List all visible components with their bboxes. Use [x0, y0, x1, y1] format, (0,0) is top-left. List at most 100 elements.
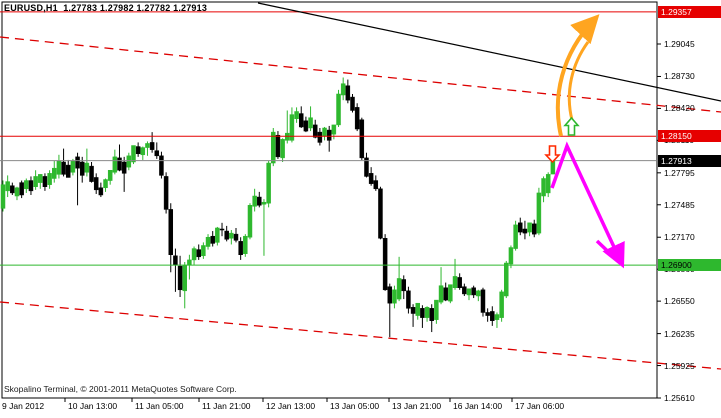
candle-body-bear — [312, 124, 318, 138]
candle — [340, 77, 346, 101]
candle — [471, 285, 476, 299]
candle-body-bull — [252, 195, 257, 207]
candle-body-bull — [280, 139, 285, 159]
candle — [382, 234, 388, 291]
time-tick-label: 17 Jan 06:00 — [515, 401, 565, 411]
candle-body-bear — [457, 277, 462, 288]
candle-body-bear — [378, 188, 383, 239]
candle-body-bull — [38, 174, 43, 183]
candle-body-bull — [415, 302, 420, 316]
price-tick-label: 1.27170 — [664, 232, 695, 243]
candle — [448, 284, 453, 304]
candle-body-bear — [420, 308, 425, 318]
candle — [518, 217, 523, 236]
candle-body-bull — [205, 236, 211, 247]
candle — [392, 285, 397, 309]
candle — [401, 275, 407, 300]
price-tick-label: 1.25610 — [664, 393, 695, 403]
orange-arrow-shaft — [555, 14, 600, 137]
candle-body-bull — [5, 181, 10, 192]
candle — [326, 125, 332, 152]
candle — [499, 289, 504, 322]
candle-body-bear — [154, 150, 160, 157]
candle — [443, 282, 448, 302]
candle — [154, 142, 160, 159]
candle — [98, 182, 104, 198]
candle — [70, 158, 76, 176]
candle — [24, 178, 29, 193]
time-tick-label: 9 Jan 2012 — [2, 401, 45, 411]
candle-body-bull — [140, 147, 146, 156]
candle — [359, 117, 365, 160]
candle-body-bull — [131, 145, 136, 163]
candle-body-bear — [471, 287, 476, 296]
candle — [508, 245, 514, 269]
candle — [545, 172, 551, 198]
candle — [298, 106, 304, 128]
candle — [33, 170, 38, 190]
candle-body-bull — [52, 167, 57, 179]
candle — [107, 169, 113, 185]
candle-body-bull — [466, 288, 472, 296]
candle — [438, 267, 444, 305]
candle — [163, 172, 169, 214]
candle — [219, 222, 225, 237]
time-tick-label: 16 Jan 14:00 — [453, 401, 503, 411]
candle-body-bear — [429, 308, 434, 321]
candle-body-bull — [494, 314, 500, 320]
candle-body-bear — [149, 142, 155, 150]
orange-up-arrow[interactable] — [555, 14, 600, 137]
orange-arrow-second-stroke — [567, 41, 590, 121]
candle-body-bear — [168, 209, 174, 256]
candle-body-bull — [392, 289, 397, 304]
candle-body-bull — [308, 117, 313, 129]
candle — [378, 186, 383, 240]
candle — [191, 246, 197, 266]
candle — [243, 234, 248, 257]
channel-upper[interactable] — [0, 36, 721, 113]
candle — [527, 222, 532, 237]
candle — [117, 144, 122, 172]
chart-header-ohlc: EURUSD,H1 1.27783 1.27982 1.27782 1.2791… — [4, 3, 208, 13]
candle-body-bear — [522, 228, 528, 234]
candle-body-bull — [0, 184, 6, 209]
candle — [187, 254, 192, 280]
candle — [261, 199, 267, 256]
candle — [52, 160, 57, 183]
time-tick-label: 13 Jan 05:00 — [330, 401, 380, 411]
price-tick-label: 1.29045 — [664, 39, 695, 49]
down-block-arrow-icon[interactable] — [544, 145, 561, 164]
plot-frame — [1, 1, 658, 399]
candles-group — [0, 77, 556, 338]
candle-body-bull — [14, 187, 20, 197]
candle — [536, 187, 542, 236]
candle — [173, 248, 178, 292]
magenta-down-arrow[interactable] — [550, 141, 625, 269]
candle-body-bull — [33, 176, 38, 187]
candle — [317, 127, 323, 146]
candle — [294, 107, 299, 123]
candle — [159, 151, 164, 179]
candle-body-bear — [117, 157, 122, 171]
candle-body-bear — [257, 196, 262, 206]
candle-body-bull — [476, 290, 481, 297]
candle — [205, 234, 211, 250]
candle — [462, 283, 467, 296]
candle — [10, 182, 15, 195]
candle-body-bear — [401, 279, 407, 292]
candle-body-bull — [438, 285, 444, 303]
candle — [368, 167, 374, 186]
candle — [476, 289, 481, 302]
candle-body-bear — [210, 235, 215, 244]
descending-trendline[interactable] — [257, 2, 721, 102]
candle — [140, 146, 146, 160]
channel-lower[interactable] — [0, 301, 721, 370]
candle — [238, 237, 243, 260]
candle — [247, 203, 253, 240]
candle — [210, 231, 215, 247]
candle-body-bull — [448, 284, 453, 302]
candle — [28, 176, 34, 195]
up-block-arrow-icon[interactable] — [563, 116, 580, 136]
